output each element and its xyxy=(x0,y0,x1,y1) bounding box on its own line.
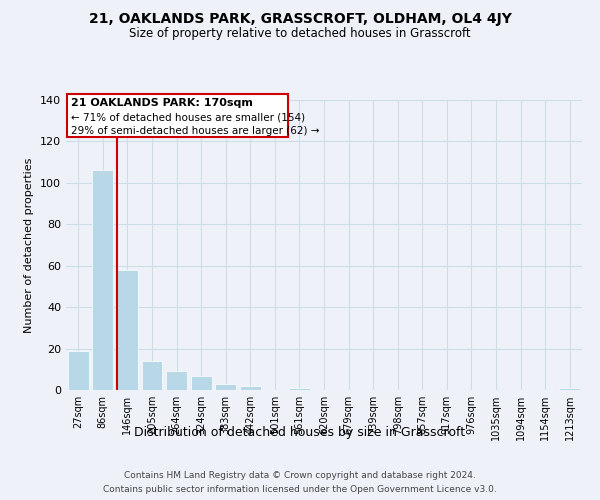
Bar xyxy=(166,372,187,390)
Bar xyxy=(289,388,310,390)
Text: Contains HM Land Registry data © Crown copyright and database right 2024.: Contains HM Land Registry data © Crown c… xyxy=(124,472,476,480)
Text: 29% of semi-detached houses are larger (62) →: 29% of semi-detached houses are larger (… xyxy=(71,126,319,136)
Bar xyxy=(68,350,89,390)
Text: Distribution of detached houses by size in Grasscroft: Distribution of detached houses by size … xyxy=(134,426,466,439)
Text: 21, OAKLANDS PARK, GRASSCROFT, OLDHAM, OL4 4JY: 21, OAKLANDS PARK, GRASSCROFT, OLDHAM, O… xyxy=(89,12,511,26)
Y-axis label: Number of detached properties: Number of detached properties xyxy=(25,158,34,332)
Text: Size of property relative to detached houses in Grasscroft: Size of property relative to detached ho… xyxy=(129,28,471,40)
Bar xyxy=(215,384,236,390)
Text: ← 71% of detached houses are smaller (154): ← 71% of detached houses are smaller (15… xyxy=(71,112,305,122)
Bar xyxy=(142,361,163,390)
Bar xyxy=(559,388,580,390)
Text: Contains public sector information licensed under the Open Government Licence v3: Contains public sector information licen… xyxy=(103,486,497,494)
Bar xyxy=(92,170,113,390)
FancyBboxPatch shape xyxy=(67,94,289,138)
Bar xyxy=(240,386,261,390)
Bar xyxy=(117,270,138,390)
Text: 21 OAKLANDS PARK: 170sqm: 21 OAKLANDS PARK: 170sqm xyxy=(71,98,253,108)
Bar xyxy=(191,376,212,390)
